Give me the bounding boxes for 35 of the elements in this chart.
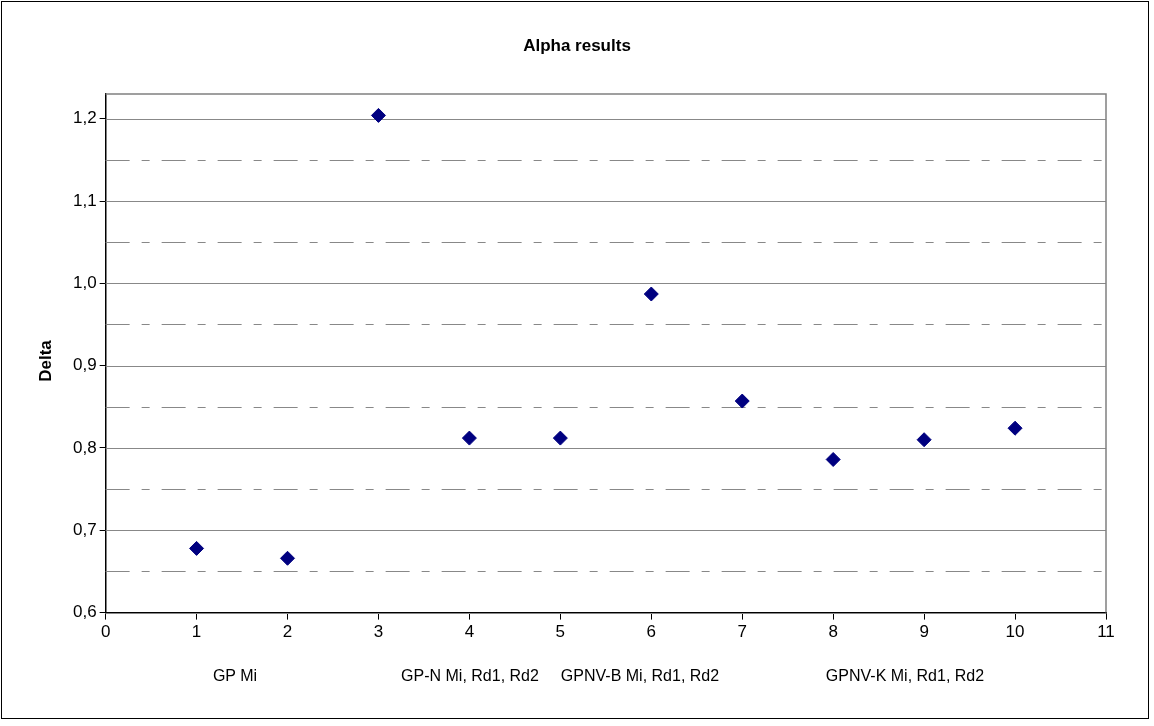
y-tick-label: 1,1 [72,190,97,210]
y-tick-label: 0,8 [72,437,97,457]
chart-title: Alpha results [522,36,632,56]
x-tick-label: 7 [737,622,747,642]
point [552,430,568,446]
text: GPNV-K Mi, Rd1, Rd2 [825,667,985,685]
point [461,430,477,446]
point [1007,420,1023,436]
x-tick-label: 3 [373,622,384,642]
x-tick-label: 4 [464,622,475,642]
x-tick-label: 10 [1005,622,1025,642]
x-tick-label: 6 [646,622,657,642]
y-tick-label: 1,0 [72,273,97,293]
x-tick-label: 2 [282,622,293,642]
x-tick-label: 1 [191,622,202,642]
y-tick-label: 0,7 [72,519,97,539]
x-tick-label: 0 [100,622,111,642]
point [280,550,296,566]
text: GP Mi [212,667,258,685]
y-tick-label: 0,9 [72,355,97,375]
point [643,286,659,302]
point [916,432,932,448]
x-tick-label: 8 [828,622,838,642]
point [189,540,205,556]
y-tick-label: 0,6 [72,602,97,622]
x-tick-label: 9 [919,622,929,642]
text: GP-N Mi, Rd1, Rd2 [401,667,539,685]
x-tick-label: 5 [555,622,566,642]
point [734,393,750,409]
text: GPNV-B Mi, Rd1, Rd2 [560,667,720,685]
y-tick-label: 1,2 [72,108,97,128]
point [825,451,841,467]
x-tick-label: 11 [1097,622,1115,642]
y-axis-title: Delta [36,340,56,382]
point [370,107,386,123]
